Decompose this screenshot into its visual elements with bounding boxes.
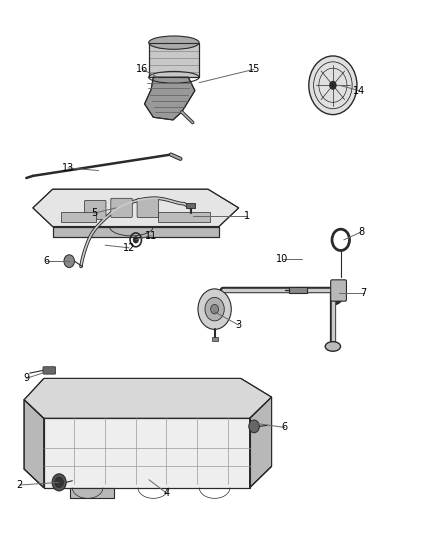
Circle shape bbox=[133, 237, 138, 243]
Polygon shape bbox=[145, 77, 195, 120]
Polygon shape bbox=[24, 400, 44, 488]
Circle shape bbox=[64, 255, 74, 268]
Circle shape bbox=[52, 474, 66, 491]
Text: 6: 6 bbox=[43, 256, 49, 266]
Bar bbox=[212, 337, 218, 341]
Text: 6: 6 bbox=[282, 423, 288, 432]
Bar bbox=[158, 212, 210, 222]
Text: 10: 10 bbox=[276, 254, 289, 263]
Text: 9: 9 bbox=[23, 374, 29, 383]
Circle shape bbox=[329, 81, 336, 90]
Polygon shape bbox=[53, 227, 219, 237]
Text: 16: 16 bbox=[136, 64, 148, 74]
Polygon shape bbox=[24, 378, 272, 418]
Text: 12: 12 bbox=[123, 243, 135, 253]
Polygon shape bbox=[149, 43, 199, 77]
Text: 13: 13 bbox=[62, 163, 74, 173]
Text: 4: 4 bbox=[163, 488, 170, 498]
Polygon shape bbox=[70, 488, 114, 498]
FancyBboxPatch shape bbox=[43, 367, 56, 374]
Circle shape bbox=[309, 56, 357, 115]
FancyBboxPatch shape bbox=[111, 198, 132, 217]
FancyBboxPatch shape bbox=[85, 200, 106, 220]
Circle shape bbox=[211, 304, 219, 314]
Ellipse shape bbox=[325, 342, 341, 351]
Bar bbox=[186, 203, 195, 208]
Bar bbox=[61, 212, 96, 222]
Text: 5: 5 bbox=[91, 208, 97, 218]
Circle shape bbox=[249, 420, 259, 433]
Polygon shape bbox=[33, 189, 239, 227]
Text: 3: 3 bbox=[236, 320, 242, 330]
Polygon shape bbox=[44, 418, 250, 488]
Circle shape bbox=[55, 477, 64, 488]
Ellipse shape bbox=[148, 36, 199, 50]
Text: 2: 2 bbox=[17, 480, 23, 490]
Text: 15: 15 bbox=[248, 64, 260, 74]
Text: 8: 8 bbox=[358, 227, 364, 237]
Circle shape bbox=[205, 297, 224, 321]
FancyBboxPatch shape bbox=[331, 280, 346, 301]
FancyBboxPatch shape bbox=[137, 198, 159, 217]
Text: 1: 1 bbox=[244, 211, 251, 221]
Circle shape bbox=[198, 289, 231, 329]
Text: 14: 14 bbox=[353, 86, 365, 95]
Text: 7: 7 bbox=[360, 288, 367, 298]
Text: 11: 11 bbox=[145, 231, 157, 240]
Polygon shape bbox=[250, 397, 272, 488]
Polygon shape bbox=[289, 287, 307, 293]
